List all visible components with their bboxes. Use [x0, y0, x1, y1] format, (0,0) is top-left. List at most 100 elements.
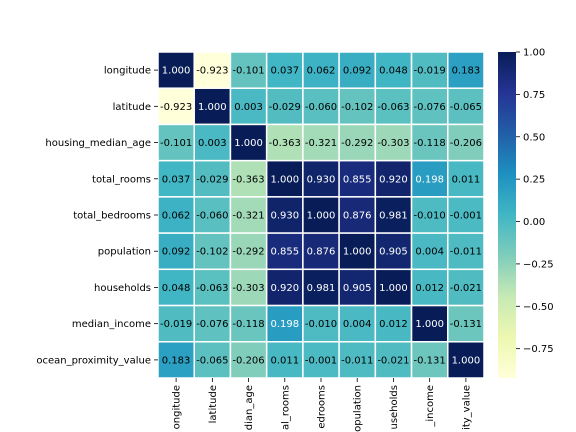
cell-value-label: -0.011: [341, 355, 373, 366]
heatmap-cell: [302, 196, 340, 234]
cell-value-label: -0.321: [232, 211, 264, 222]
cell-value-label: 0.092: [162, 247, 191, 258]
cell-value-label: -0.118: [414, 138, 446, 149]
cell-value-label: 0.012: [379, 319, 408, 330]
x-tick-label: ongitude: [172, 385, 183, 429]
cell-value-label: -0.010: [414, 211, 446, 222]
x-tick-labels: ongitude latitude dian_age al_rooms edrooms o…: [172, 378, 472, 432]
y-tick-label: total_rooms: [92, 174, 151, 185]
y-tick-label: median_income: [72, 319, 151, 330]
cell-value-label: 0.930: [270, 211, 299, 222]
heatmap-cell: [374, 341, 413, 379]
cell-value-label: -0.292: [341, 138, 373, 149]
cell-value-label: -0.029: [269, 102, 301, 113]
x-tick-label: latitude: [208, 385, 219, 423]
heatmap-cell: [447, 341, 485, 379]
heatmap-cell: [265, 87, 304, 126]
cell-value-label: -0.321: [305, 138, 337, 149]
cell-value-label: -0.065: [450, 102, 482, 113]
heatmap-cell: [447, 87, 485, 126]
cell-value-label: 1.000: [270, 174, 299, 185]
heatmap-cell: [338, 268, 377, 307]
colorbar-tick-label: 0.00: [523, 217, 545, 228]
colorbar-tick-label: 0.25: [523, 175, 545, 186]
heatmap-cells: 1.000 -0.923 -0.101 0.037 0.062 0.092 0.048 -0.…: [157, 51, 485, 379]
x-tick-label: opulation: [353, 385, 364, 432]
heatmap-cell: [447, 159, 485, 198]
cell-value-label: 0.037: [270, 66, 299, 77]
heatmap-cell: [229, 51, 268, 89]
cell-value-label: 0.198: [415, 174, 444, 185]
heatmap-cell: [447, 196, 485, 234]
cell-value-label: 1.000: [198, 102, 227, 113]
cell-value-label: -0.363: [269, 138, 301, 149]
cell-value-label: -0.131: [450, 319, 482, 330]
heatmap-cell: [265, 232, 304, 271]
heatmap-cell: [229, 123, 268, 162]
heatmap-cell: [157, 268, 195, 307]
cell-value-label: 0.037: [162, 174, 191, 185]
heatmap-cell: [447, 268, 485, 307]
cell-value-label: 0.062: [162, 211, 191, 222]
cell-value-label: 0.876: [307, 247, 336, 258]
cell-value-label: 0.003: [198, 138, 227, 149]
cell-value-label: -0.060: [305, 102, 337, 113]
y-tick-label: longitude: [104, 66, 151, 77]
cell-value-label: -0.923: [160, 102, 192, 113]
cell-value-label: 1.000: [452, 355, 481, 366]
cell-value-label: 1.000: [162, 66, 191, 77]
heatmap-cell: [265, 268, 304, 307]
x-tick-label: _income: [425, 385, 436, 428]
heatmap-cell: [410, 123, 449, 162]
cell-value-label: 1.000: [415, 319, 444, 330]
heatmap-cell: [447, 51, 485, 89]
y-tick-label: ocean_proximity_value: [36, 355, 151, 366]
heatmap-cell: [447, 304, 485, 343]
cell-value-label: 1.000: [234, 138, 263, 149]
cell-value-label: -0.021: [450, 283, 482, 294]
cell-value-label: 1.000: [379, 283, 408, 294]
heatmap-cell: [410, 51, 449, 89]
cell-value-label: 0.198: [270, 319, 299, 330]
cell-value-label: 0.011: [270, 355, 299, 366]
heatmap-cell: [157, 304, 195, 343]
heatmap-cell: [338, 87, 377, 126]
cell-value-label: -0.065: [196, 355, 228, 366]
heatmap-cell: [229, 87, 268, 126]
x-tick-label: al_rooms: [280, 385, 291, 430]
colorbar-gradient: [498, 52, 516, 378]
y-tick-label: housing_median_age: [45, 138, 151, 149]
cell-value-label: -0.303: [232, 283, 264, 294]
cell-value-label: -0.010: [305, 319, 337, 330]
colorbar-tick-label: 1.00: [523, 48, 545, 59]
y-tick-label: total_bedrooms: [73, 211, 151, 222]
cell-value-label: -0.206: [450, 138, 482, 149]
y-tick-label: population: [98, 247, 151, 258]
cell-value-label: -0.101: [232, 66, 264, 77]
heatmap-cell: [447, 123, 485, 162]
cell-value-label: -0.363: [232, 174, 264, 185]
cell-value-label: -0.060: [196, 211, 228, 222]
cell-value-label: -0.131: [414, 355, 446, 366]
cell-value-label: -0.019: [414, 66, 446, 77]
cell-value-label: -0.303: [377, 138, 409, 149]
cell-value-label: -0.118: [232, 319, 264, 330]
cell-value-label: 0.062: [307, 66, 336, 77]
cell-value-label: 0.048: [379, 66, 408, 77]
heatmap-cell: [302, 232, 340, 271]
heatmap-cell: [410, 341, 449, 379]
cell-value-label: 0.920: [379, 174, 408, 185]
y-tick-labels: longitude latitude housing_median_agetotal…: [36, 66, 158, 366]
x-tick-label: ity_value: [461, 385, 472, 430]
cell-value-label: 0.012: [415, 283, 444, 294]
heatmap-cell: [410, 196, 449, 234]
cell-value-label: 0.003: [234, 102, 263, 113]
heatmap-cell: [229, 232, 268, 271]
cell-value-label: 1.000: [343, 247, 372, 258]
cell-value-label: -0.021: [377, 355, 409, 366]
cell-value-label: 0.876: [343, 211, 372, 222]
cell-value-label: -0.063: [196, 283, 228, 294]
cell-value-label: 0.183: [452, 66, 481, 77]
heatmap-cell: [193, 304, 232, 343]
cell-value-label: 0.855: [270, 247, 299, 258]
